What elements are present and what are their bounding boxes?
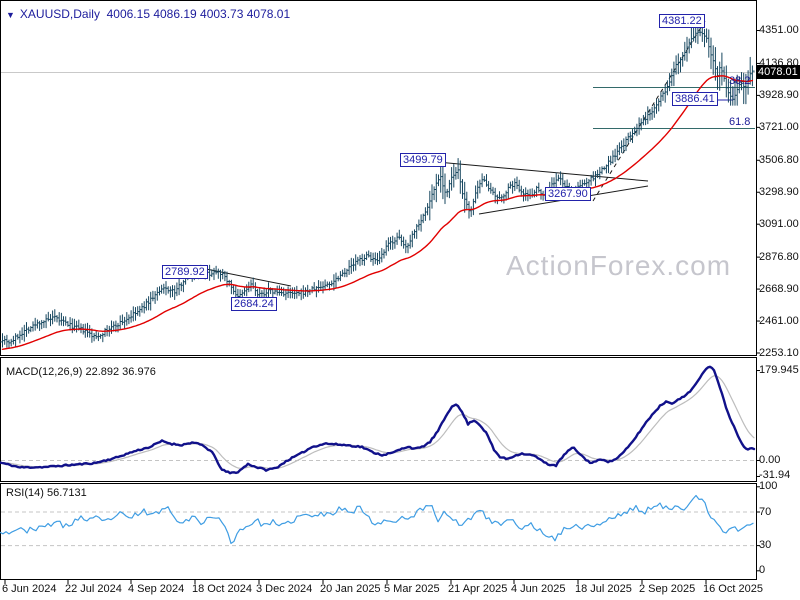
date-axis-label: 4 Sep 2024 bbox=[128, 583, 185, 595]
fib-level-label: 61.8 bbox=[729, 116, 751, 128]
price-axis-tick: 3506.80 bbox=[759, 154, 799, 166]
date-axis-label: 20 Jan 2025 bbox=[320, 583, 381, 595]
price-axis-tick: 2253.10 bbox=[759, 347, 799, 359]
macd-axis-tick: 0.00 bbox=[759, 454, 781, 466]
rsi-axis-tick: 100 bbox=[759, 480, 778, 492]
rsi-indicator-panel[interactable] bbox=[0, 483, 757, 580]
price-axis-tick: 3298.90 bbox=[759, 186, 799, 198]
price-axis-tick: 3091.00 bbox=[759, 218, 799, 230]
date-axis-label: 5 Mar 2025 bbox=[384, 583, 440, 595]
price-axis-tick: 2876.80 bbox=[759, 251, 799, 263]
price-axis-tick: 3928.90 bbox=[759, 89, 799, 101]
rsi-axis-tick: 70 bbox=[759, 506, 772, 518]
price-axis-tick: 4351.00 bbox=[759, 24, 799, 36]
date-axis-label: 21 Apr 2025 bbox=[448, 583, 508, 595]
ohlc-values: 4006.15 4086.19 4003.73 4078.01 bbox=[106, 7, 291, 21]
price-axis-tick: 2461.00 bbox=[759, 315, 799, 327]
rsi-axis-tick: 0 bbox=[759, 564, 766, 576]
rsi-label: RSI(14) 56.7131 bbox=[6, 487, 87, 499]
price-annotation-label: 2789.92 bbox=[162, 265, 208, 279]
fib-level-label: 38.2 bbox=[729, 75, 751, 87]
price-annotation-label: 4381.22 bbox=[659, 14, 705, 28]
date-axis-label: 3 Dec 2024 bbox=[256, 583, 313, 595]
date-axis-label: 2 Sep 2025 bbox=[639, 583, 696, 595]
date-axis-label: 22 Jul 2024 bbox=[65, 583, 122, 595]
date-axis-label: 4 Jun 2025 bbox=[511, 583, 566, 595]
date-axis-label: 18 Jul 2025 bbox=[575, 583, 632, 595]
current-price-tag: 4078.01 bbox=[756, 65, 800, 79]
price-axis-tick: 2668.90 bbox=[759, 283, 799, 295]
price-annotation-label: 3499.79 bbox=[400, 153, 446, 167]
date-axis-label: 16 Oct 2025 bbox=[703, 583, 763, 595]
price-annotation-label: 3267.90 bbox=[545, 187, 591, 201]
symbol-timeframe-label: XAUUSD,Daily bbox=[19, 7, 100, 21]
price-axis-tick: 3721.00 bbox=[759, 121, 799, 133]
rsi-axis-tick: 30 bbox=[759, 539, 772, 551]
macd-label: MACD(12,26,9) 22.892 36.976 bbox=[6, 366, 156, 378]
price-annotation-label: 3886.41 bbox=[672, 92, 718, 106]
date-axis-label: 6 Jun 2024 bbox=[2, 583, 57, 595]
price-chart-panel[interactable] bbox=[0, 0, 757, 356]
symbol-dropdown-icon[interactable]: ▼ bbox=[6, 10, 15, 20]
date-axis-label: 18 Oct 2024 bbox=[192, 583, 252, 595]
price-annotation-label: 2684.24 bbox=[231, 297, 277, 311]
macd-axis-tick: -31.94 bbox=[759, 469, 791, 481]
price-axis-tick: 4136.80 bbox=[759, 57, 799, 69]
macd-axis-tick: 179.945 bbox=[759, 364, 799, 376]
chart-title: ▼ XAUUSD,Daily 4006.15 4086.19 4003.73 40… bbox=[6, 7, 290, 21]
